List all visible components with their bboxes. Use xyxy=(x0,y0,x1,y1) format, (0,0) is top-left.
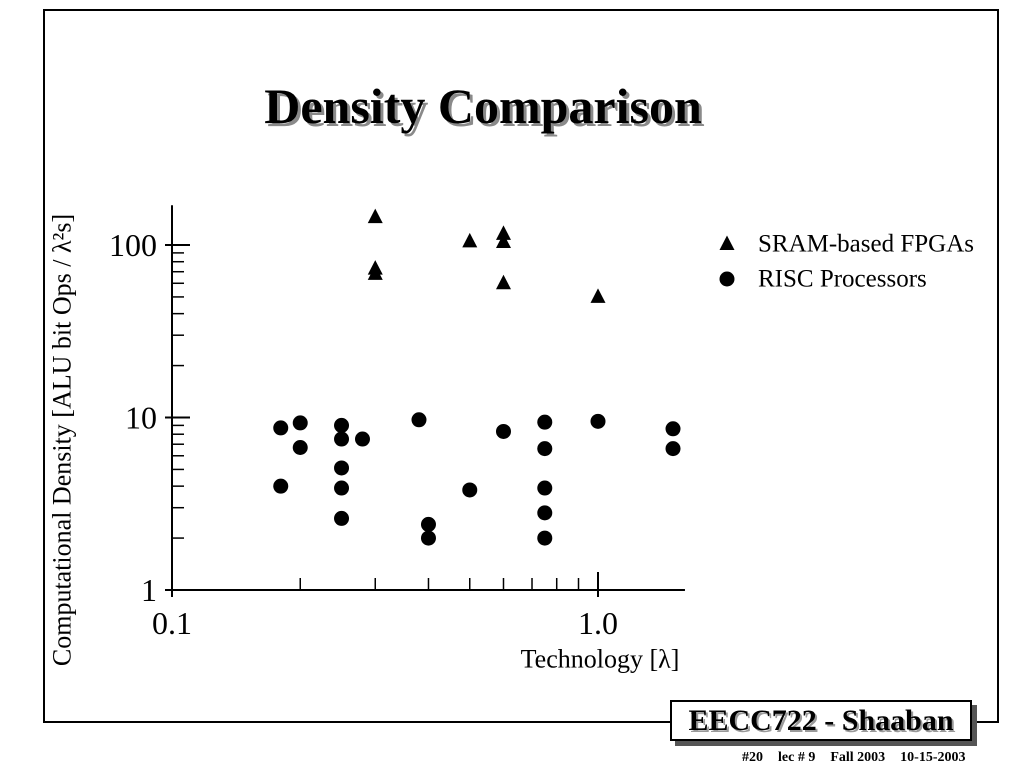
slide-title: Density Comparison xyxy=(264,78,702,134)
sram-based-fpgas-point xyxy=(495,233,511,249)
legend-item-risc-processors: RISC Processors xyxy=(719,266,927,293)
risc-processors-point xyxy=(273,478,289,494)
lecture-number: lec # 9 xyxy=(778,750,816,765)
x-tick-labels: 0.1 1.0 xyxy=(152,605,618,641)
term: Fall 2003 xyxy=(830,750,886,765)
sram-based-fpgas-point xyxy=(462,232,478,248)
y-tick-labels: 1 10 100 xyxy=(109,227,157,608)
sram-based-fpgas-point xyxy=(495,274,511,290)
x-axis-label: Technology [λ] xyxy=(521,645,680,674)
risc-processors-point xyxy=(537,441,553,457)
y-tick-label: 10 xyxy=(125,400,157,436)
risc-processors-point xyxy=(334,460,350,476)
slide-frame xyxy=(43,9,999,723)
risc-processors-point xyxy=(665,421,681,437)
risc-processors-point xyxy=(495,423,511,439)
sram-based-fpgas-point xyxy=(590,288,606,303)
risc-processors-point xyxy=(334,510,350,526)
x-tick-label: 0.1 xyxy=(152,605,192,641)
risc-processors-point xyxy=(665,441,681,457)
risc-processors-point xyxy=(462,482,478,498)
risc-processors-point xyxy=(273,420,289,436)
risc-processors-point xyxy=(292,440,308,456)
sram-based-fpgas-point xyxy=(495,225,511,240)
legend-item-sram-based-fpgas: SRAM-based FPGAs xyxy=(719,231,974,258)
slide-number: #20 xyxy=(742,750,763,765)
legend-label: SRAM-based FPGAs xyxy=(758,231,974,258)
risc-processors-point xyxy=(537,505,553,521)
sram-based-fpgas-point xyxy=(367,208,383,224)
risc-processors-point xyxy=(334,480,350,496)
risc-processors-point xyxy=(537,480,553,496)
risc-processors-point xyxy=(411,412,427,428)
risc-processors-point xyxy=(537,414,553,430)
x-tick-label: 1.0 xyxy=(578,605,618,641)
plot-area xyxy=(165,205,685,597)
course-badge: EECC722 - Shaaban xyxy=(670,700,972,741)
risc-processors-point xyxy=(334,417,350,433)
risc-processors-point xyxy=(420,530,436,546)
risc-processors-point xyxy=(537,530,553,546)
course-badge-label: EECC722 - Shaaban xyxy=(688,704,954,737)
risc-processors-point xyxy=(420,516,436,532)
risc-processors-point xyxy=(590,413,606,429)
risc-processors-point xyxy=(334,431,350,447)
date: 10-15-2003 xyxy=(900,750,966,765)
slide-footer-meta: #20 lec # 9 Fall 2003 10-15-2003 xyxy=(742,750,966,766)
sram-based-fpgas-point xyxy=(367,265,383,280)
chart-legend: SRAM-based FPGAs RISC Processors xyxy=(719,231,974,293)
y-tick-label: 100 xyxy=(109,227,157,263)
legend-circle-marker xyxy=(719,271,735,287)
legend-label: RISC Processors xyxy=(758,266,927,293)
y-axis-label: Computational Density [ALU bit Ops / λ²s… xyxy=(48,214,77,666)
y-tick-label: 1 xyxy=(141,572,157,608)
risc-processors-point xyxy=(354,431,370,447)
risc-processors-point xyxy=(292,415,308,431)
legend-triangle-marker xyxy=(719,235,735,250)
